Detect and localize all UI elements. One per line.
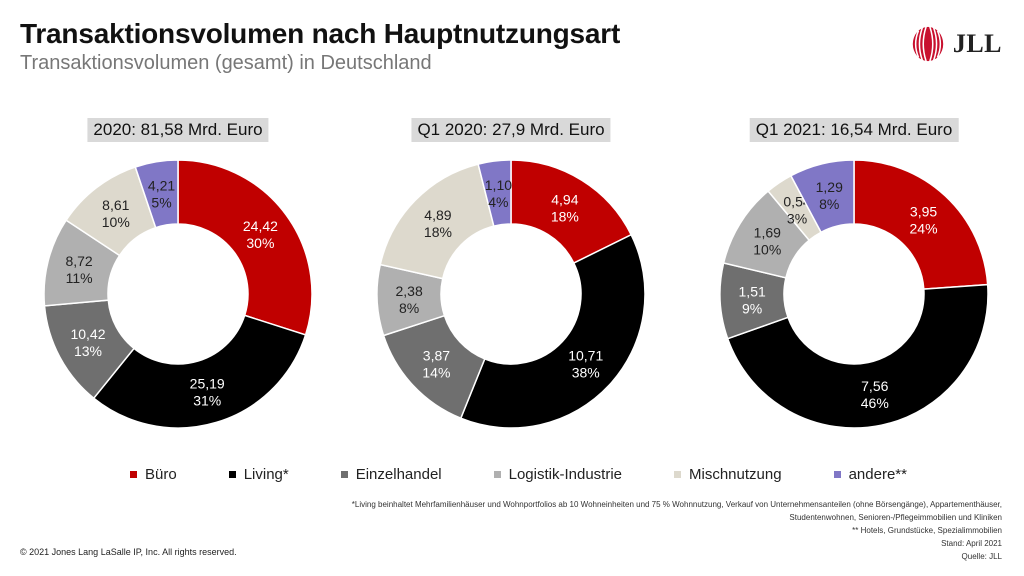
footnote-line: Quelle: JLL (961, 552, 1002, 561)
donut-segment (477, 159, 512, 228)
legend-item: andere** (833, 466, 907, 483)
chart-legend: Büro Living* Einzelhandel Logistik-Indus… (130, 466, 959, 483)
legend-swatch (340, 471, 348, 478)
segment-value-label: 10,71 (568, 347, 603, 363)
legend-swatch (493, 471, 501, 478)
segment-percent-label: 46% (861, 395, 889, 411)
legend-item: Logistik-Industrie (493, 466, 623, 483)
legend-swatch (228, 471, 236, 478)
footnote-line: Stand: April 2021 (941, 539, 1002, 548)
segment-value-label: 8,72 (65, 253, 92, 269)
donut-chart-q1-2021: Q1 2021: 16,54 Mrd. Euro 3,95 24% 7,56 46% 1… (704, 118, 1004, 448)
segment-percent-label: 24% (910, 220, 938, 236)
legend-item: Büro (130, 466, 177, 483)
donut-segment (177, 159, 313, 336)
segment-percent-label: 30% (246, 235, 274, 251)
segment-percent-label: 9% (742, 300, 762, 316)
segment-percent-label: 5% (151, 194, 171, 210)
segment-percent-label: 11% (66, 270, 93, 286)
legend-swatch (833, 471, 841, 478)
segment-value-label: 2,38 (395, 283, 422, 299)
page-subtitle: Transaktionsvolumen (gesamt) in Deutschl… (20, 52, 432, 74)
footnote-line: Studentenwohnen, Senioren-/Pflegeimmobil… (789, 513, 1002, 522)
donut-segment (726, 283, 989, 429)
legend-label: Mischnutzung (689, 466, 782, 483)
segment-percent-label: 38% (572, 364, 600, 380)
segment-value-label: 4,94 (551, 191, 578, 207)
segment-percent-label: 31% (193, 393, 221, 409)
legend-swatch (130, 471, 137, 478)
donut-chart-q1-2020: Q1 2020: 27,9 Mrd. Euro 4,94 18% 10,71 38% 3… (361, 118, 661, 448)
donut-chart-2020: 2020: 81,58 Mrd. Euro 24,42 30% 25,19 31% 10… (28, 118, 328, 448)
segment-value-label: 8,61 (102, 197, 129, 213)
segment-percent-label: 8% (819, 196, 839, 212)
donut-svg: 4,9418%10,7138%3,8714%2,388%4,8918%1,104… (376, 159, 646, 429)
jll-logo: JLL (909, 24, 1002, 64)
legend-label: Living* (243, 466, 289, 483)
page-title: Transaktionsvolumen nach Hauptnutzungsar… (20, 18, 621, 49)
segment-value-label: 1,29 (816, 179, 843, 195)
segment-value-label: 10,42 (70, 326, 105, 342)
chart-title: Q1 2020: 27,9 Mrd. Euro (411, 118, 611, 142)
segment-value-label: 4,89 (424, 207, 451, 223)
segment-percent-label: 10% (102, 214, 130, 230)
segment-percent-label: 14% (422, 365, 450, 381)
legend-swatch (674, 471, 682, 478)
donut-segment (459, 233, 646, 429)
legend-label: Logistik-Industrie (508, 466, 623, 483)
footnote: *Living beinhaltet Mehrfamilienhäuser un… (242, 498, 1002, 563)
legend-label: Büro (145, 466, 177, 483)
legend-item: Einzelhandel (340, 466, 442, 483)
segment-percent-label: 3% (787, 210, 807, 226)
footnote-line: *Living beinhaltet Mehrfamilienhäuser un… (351, 500, 1002, 509)
segment-value-label: 1,10 (485, 177, 512, 193)
segment-value-label: 3,95 (910, 203, 937, 219)
legend-item: Living* (228, 466, 289, 483)
chart-title: Q1 2021: 16,54 Mrd. Euro (749, 118, 959, 142)
jll-logo-mark-icon (912, 26, 944, 62)
copyright: © 2021 Jones Lang LaSalle IP, Inc. All r… (20, 547, 237, 557)
donut-segment (92, 314, 307, 429)
footnote-line: ** Hotels, Grundstücke, Spezialimmobilie… (852, 526, 1002, 535)
donut-segment (853, 159, 989, 290)
segment-percent-label: 18% (424, 224, 452, 240)
legend-label: andere** (848, 466, 907, 483)
segment-value-label: 3,87 (423, 348, 450, 364)
segment-value-label: 4,21 (148, 177, 175, 193)
logo-text: JLL (952, 29, 1002, 58)
segment-value-label: 24,42 (243, 218, 278, 234)
segment-percent-label: 8% (399, 300, 419, 316)
donut-segment (789, 159, 855, 234)
segment-value-label: 7,56 (861, 378, 888, 394)
legend-item: Mischnutzung (674, 466, 782, 483)
segment-value-label: 25,19 (190, 376, 225, 392)
segment-percent-label: 4% (488, 194, 508, 210)
segment-value-label: 1,69 (754, 224, 781, 240)
donut-segment (134, 159, 179, 229)
segment-percent-label: 13% (74, 343, 102, 359)
segment-percent-label: 10% (753, 241, 781, 257)
legend-label: Einzelhandel (355, 466, 442, 483)
chart-title: 2020: 81,58 Mrd. Euro (87, 118, 269, 142)
segment-percent-label: 18% (551, 208, 579, 224)
segment-value-label: 1,51 (739, 283, 766, 299)
